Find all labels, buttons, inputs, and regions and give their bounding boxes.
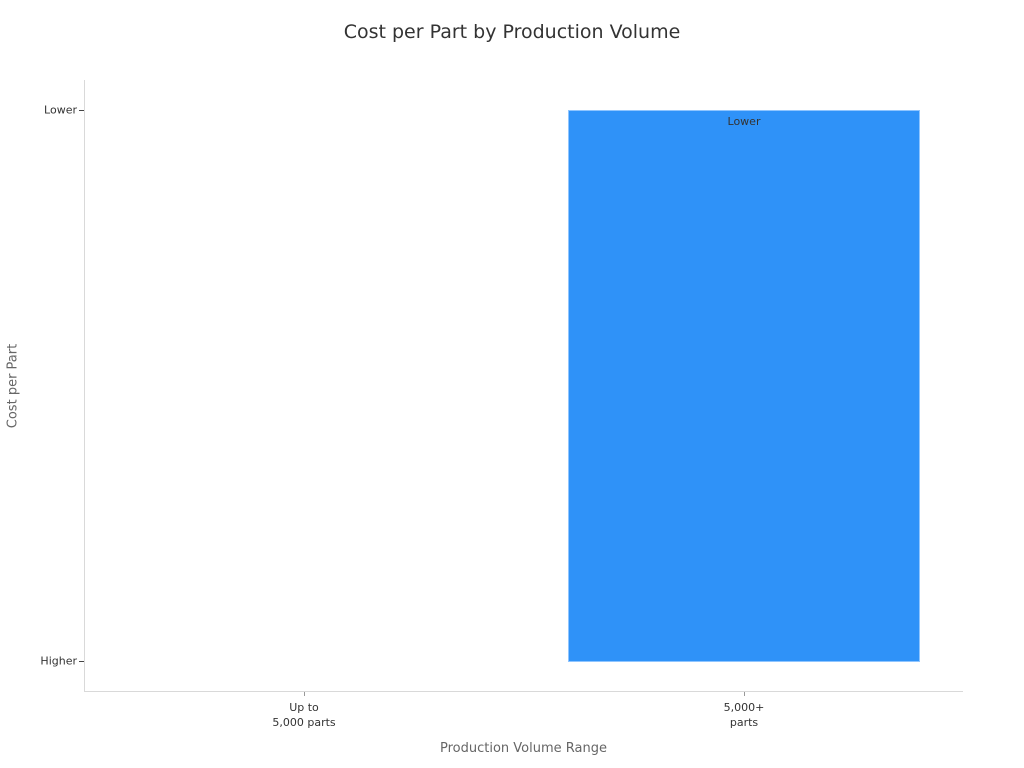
x-tick-label-line: parts	[729, 716, 759, 729]
bar-data-label: Lower	[727, 115, 761, 128]
x-tick-label-5000-plus: 5,000+ parts	[664, 700, 824, 730]
y-tick-label-higher: Higher	[40, 654, 77, 668]
x-tick-5000-plus	[744, 692, 745, 696]
x-tick-label-line: Up to	[289, 701, 319, 714]
x-tick-label-line: 5,000+	[723, 701, 765, 714]
y-tick-lower	[79, 110, 84, 111]
x-axis-title: Production Volume Range	[440, 741, 607, 756]
x-tick-up-to-5000	[304, 692, 305, 696]
y-axis-line	[84, 80, 85, 692]
x-axis-line	[84, 691, 963, 692]
bar-5000-plus: Lower	[568, 110, 920, 662]
chart-title: Cost per Part by Production Volume	[343, 21, 681, 43]
y-axis-title: Cost per Part	[5, 343, 21, 429]
x-tick-label-up-to-5000: Up to 5,000 parts	[224, 700, 384, 730]
x-tick-label-line: 5,000 parts	[272, 716, 336, 729]
y-tick-higher	[79, 661, 84, 662]
y-tick-label-lower: Lower	[44, 103, 77, 117]
